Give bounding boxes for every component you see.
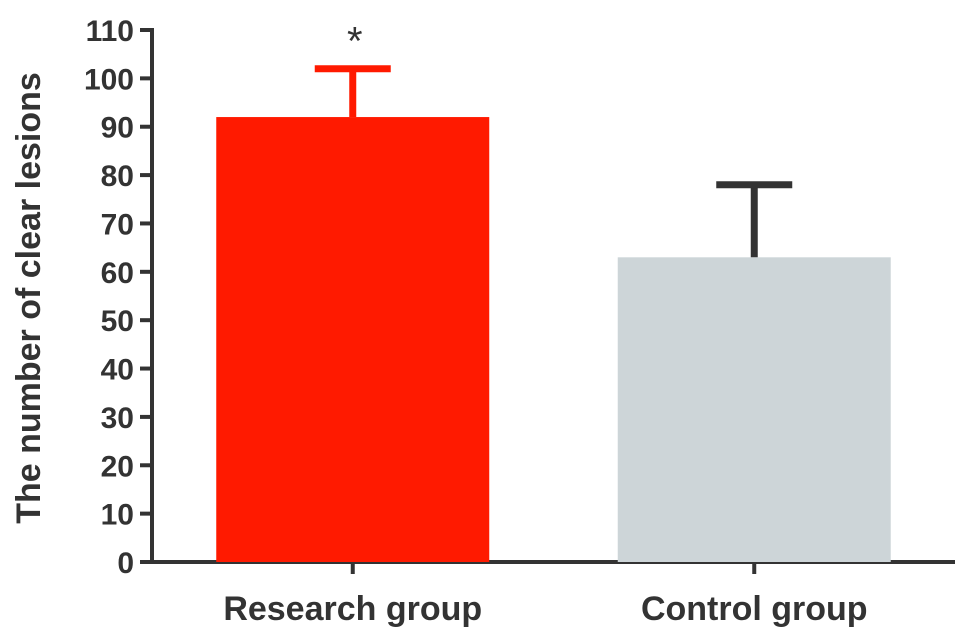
y-tick-label: 20 [101,450,134,483]
y-axis-title: The number of clear lesions [10,72,48,524]
bar [617,257,891,562]
y-tick-label: 110 [86,15,134,48]
error-bars: * [314,20,793,258]
y-tick-label: 30 [101,402,134,435]
y-tick-label: 70 [101,208,134,241]
x-axis: Research group Control group [150,560,955,628]
x-tick-label: Research group [223,590,482,628]
y-tick-label: 90 [101,112,134,145]
x-tick-label: Control group [641,590,868,628]
y-tick-label: 50 [101,305,134,338]
bar [216,117,490,563]
y-tick-label: 80 [101,160,134,193]
y-tick-label: 10 [101,499,134,532]
y-axis: 0 10 20 30 40 50 60 70 80 90 100 110 [84,15,154,580]
significance-marker: * [347,20,363,64]
y-tick-label: 0 [117,547,134,580]
y-tick-label: 40 [101,354,134,387]
y-tick-label: 60 [101,257,134,290]
y-tick-label: 100 [84,63,134,96]
bars [216,117,891,563]
